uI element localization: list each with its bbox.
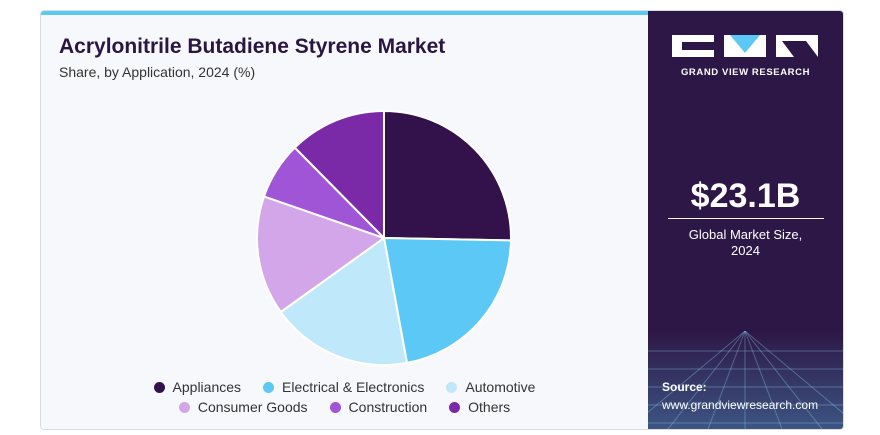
legend-row-1: Appliances Electrical & Electronics Auto… (41, 377, 648, 397)
legend-swatch (446, 381, 458, 393)
market-size-value: $23.1B (690, 177, 801, 215)
info-panel: GRAND VIEW RESEARCH $23.1B Global Market… (648, 11, 843, 429)
chart-title: Acrylonitrile Butadiene Styrene Market (59, 35, 446, 58)
divider (668, 218, 824, 219)
market-size-label-line2: 2024 (731, 243, 760, 258)
pie-slice-automotive (279, 237, 409, 366)
accent-bar (41, 11, 648, 15)
legend-item-automotive: Automotive (446, 379, 535, 395)
legend-label: Consumer Goods (197, 399, 308, 415)
market-size-label: Global Market Size, 2024 (648, 227, 843, 259)
pie-chart (256, 110, 512, 366)
legend-label: Automotive (465, 379, 536, 395)
legend-item-construction: Construction (329, 399, 428, 415)
legend-item-appliances: Appliances (153, 379, 242, 395)
legend-label: Others (468, 399, 511, 415)
pie-slice-electrical-electronics (383, 237, 512, 364)
legend-row-2: Consumer Goods Construction Others (41, 397, 648, 417)
chart-subtitle: Share, by Application, 2024 (%) (59, 64, 256, 80)
pie-slice-consumer-goods (256, 195, 385, 313)
market-size-label-line1: Global Market Size, (688, 227, 803, 242)
legend-swatch (263, 381, 275, 393)
legend-item-consumer-goods: Consumer Goods (178, 399, 308, 415)
chart-card: Acrylonitrile Butadiene Styrene Market S… (40, 10, 844, 430)
legend-swatch (329, 401, 341, 413)
legend-item-electrical-electronics: Electrical & Electronics (263, 379, 424, 395)
legend-swatch (449, 401, 461, 413)
pie-slice-appliances (383, 110, 512, 242)
legend-label: Electrical & Electronics (282, 379, 425, 395)
pie-slice-others (293, 110, 385, 239)
legend-item-others: Others (449, 399, 510, 415)
legend-swatch (178, 401, 190, 413)
legend-label: Construction (348, 399, 428, 415)
legend-label: Appliances (172, 379, 242, 395)
legend: Appliances Electrical & Electronics Auto… (41, 377, 648, 417)
legend-swatch (153, 381, 165, 393)
gvr-logo-icon (672, 35, 818, 57)
brand-name: GRAND VIEW RESEARCH (680, 67, 811, 78)
panel-grid-decoration (648, 331, 843, 429)
source-url: www.grandviewresearch.com (662, 398, 819, 412)
source-label: Source: (662, 380, 707, 394)
chart-area: Acrylonitrile Butadiene Styrene Market S… (41, 11, 648, 429)
